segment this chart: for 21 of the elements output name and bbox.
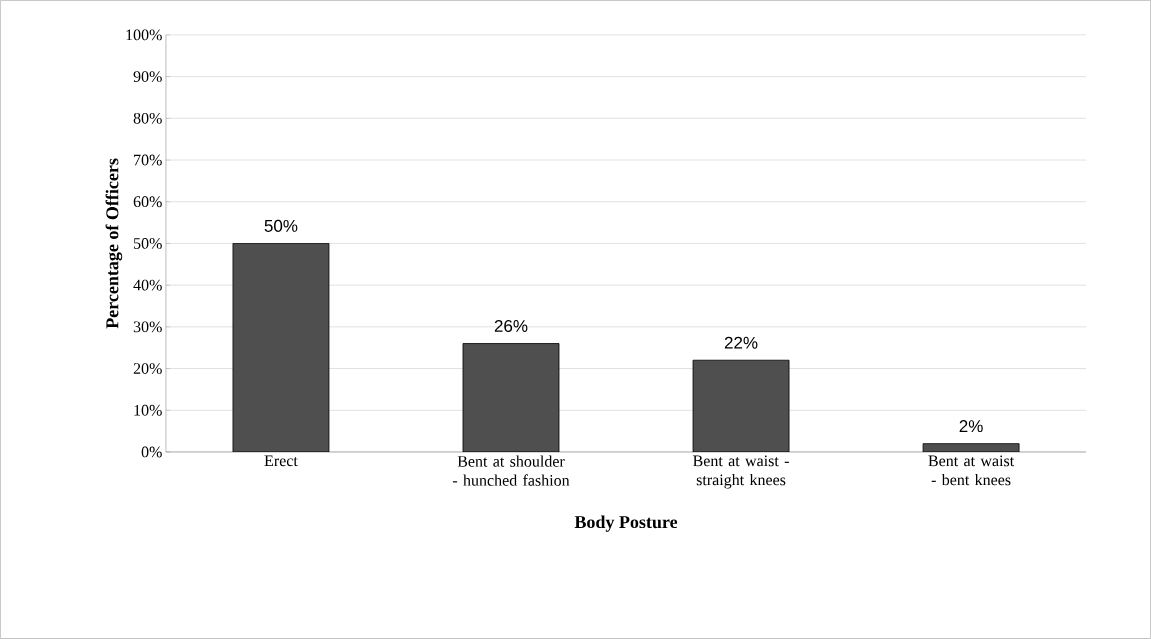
data-label: 26%	[494, 320, 528, 333]
y-tick-label: 10%	[134, 404, 162, 416]
y-tick-label: 50%	[133, 238, 162, 249]
y-tick-label: 20%	[133, 363, 162, 375]
y-tick-label: 90%	[133, 71, 162, 83]
x-tick-label: Erect	[264, 455, 298, 467]
y-tick-label: 60%	[133, 196, 162, 208]
x-tick-label: Bent at shoulder - hunched fashion	[452, 455, 570, 486]
y-tick-label: 70%	[134, 154, 162, 166]
y-tick-label: 0%	[141, 446, 162, 458]
y-tick-label: 30%	[133, 321, 162, 333]
y-tick-label: 40%	[133, 279, 162, 291]
y-axis-title: Percentage of Officers	[105, 158, 123, 329]
x-axis-title: Body Posture	[574, 515, 678, 532]
x-tick-label: Bent at waist - bent knees	[928, 455, 1015, 486]
y-tick-label: 80%	[133, 112, 162, 124]
data-label: 22%	[724, 336, 758, 349]
x-tick-label: Bent at waist - straight knees	[693, 455, 789, 489]
data-label: 50%	[264, 219, 298, 232]
y-tick-label: 100%	[126, 29, 162, 41]
data-label: 2%	[959, 420, 983, 433]
